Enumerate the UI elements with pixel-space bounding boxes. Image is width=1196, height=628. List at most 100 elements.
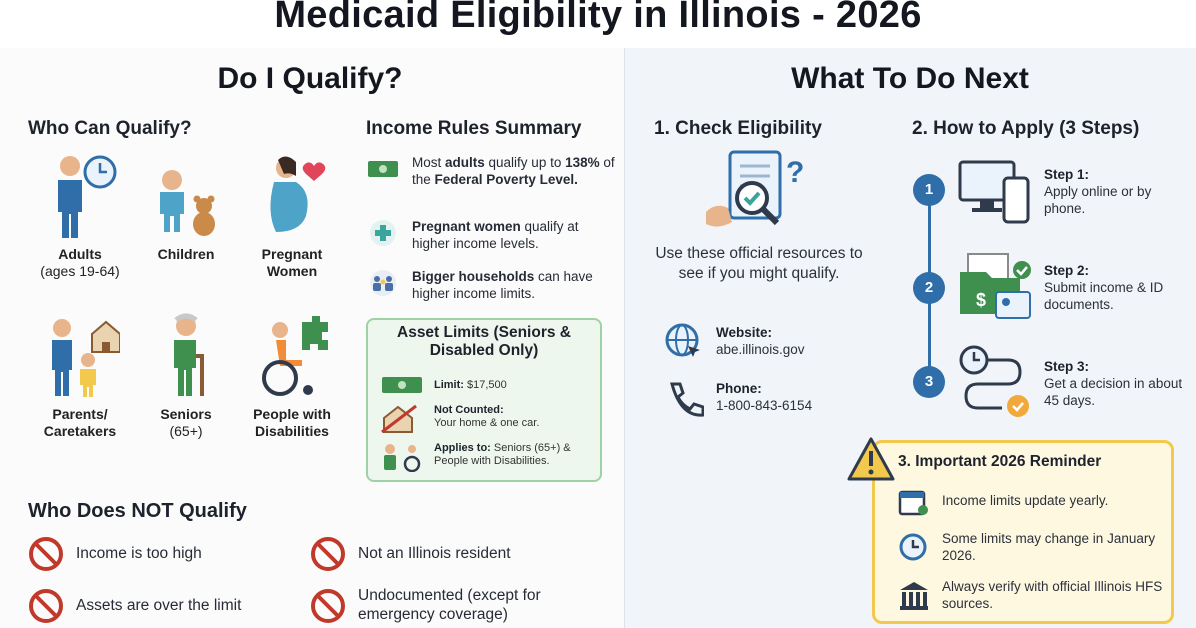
- income-rules-heading: Income Rules Summary: [366, 118, 582, 139]
- rule-bold: Pregnant women: [412, 219, 521, 234]
- rule-bold: 138%: [565, 155, 600, 170]
- rule-text: of the: [412, 155, 615, 187]
- reminder-item: Always verify with official Illinois HFS…: [898, 578, 1168, 614]
- check-eligibility-text: Use these official resources to see if y…: [655, 245, 863, 282]
- asset-limits-box: Asset Limits (Seniors & Disabled Only) L…: [366, 318, 602, 482]
- parent-child-icon: [52, 319, 120, 397]
- group-adults: Adults (ages 19-64): [20, 152, 140, 280]
- step-description: Apply online or by phone.: [1044, 184, 1152, 216]
- rule-text: Most: [412, 155, 446, 170]
- cash-icon: [368, 161, 398, 177]
- step-label: Step 1:: [1044, 167, 1090, 182]
- group-label: Parents/: [52, 406, 108, 422]
- group-label: Pregnant: [261, 246, 323, 262]
- website-value[interactable]: abe.illinois.gov: [716, 342, 805, 357]
- rule-text: qualify at higher income levels.: [412, 219, 579, 251]
- what-to-do-next-heading: What To Do Next: [791, 62, 1029, 95]
- asset-label: Applies to:: [434, 442, 491, 454]
- reminder-text: Income limits update yearly.: [942, 493, 1109, 508]
- asset-label: Limit:: [434, 379, 464, 391]
- family-icon: [370, 270, 396, 296]
- prohibited-icon: [29, 589, 63, 623]
- income-rule-pregnant: Pregnant women qualify at higher income …: [366, 218, 616, 254]
- income-rule-adults: Most adults qualify up to 138% of the Fe…: [366, 154, 616, 208]
- not-qualify-item: Undocumented (except for emergency cover…: [310, 586, 610, 626]
- reminder-item: Income limits update yearly.: [898, 490, 1168, 516]
- not-qualify-heading: Who Does NOT Qualify: [28, 500, 247, 522]
- not-qualify-text: Undocumented (except for emergency cover…: [358, 587, 541, 623]
- prohibited-icon: [311, 537, 345, 571]
- rule-text: can have higher income limits.: [412, 269, 593, 301]
- step-description: Submit income & ID documents.: [1044, 280, 1164, 312]
- wheelchair-icon: [262, 316, 328, 396]
- child-teddy-icon: [160, 170, 215, 236]
- pregnant-woman-icon: [270, 156, 326, 232]
- step-2: Step 2: Submit income & ID documents.: [1044, 262, 1194, 313]
- group-sublabel: Women: [266, 263, 318, 279]
- prohibited-icon: [29, 537, 63, 571]
- medical-cross-icon: [370, 220, 396, 246]
- step-number: 2: [913, 272, 945, 304]
- step-label: Step 3:: [1044, 359, 1090, 374]
- page-title: Medicaid Eligibility in Illinois - 2026: [274, 0, 922, 36]
- step-3: Step 3: Get a decision in about 45 days.: [1044, 358, 1194, 409]
- how-to-apply-heading: 2. How to Apply (3 Steps): [912, 118, 1140, 139]
- website-label: Website:: [716, 325, 773, 340]
- cash-icon: [382, 377, 422, 393]
- group-label: Adults: [58, 246, 102, 262]
- clock-icon: [899, 533, 927, 561]
- not-qualify-text: Not an Illinois resident: [358, 545, 511, 562]
- reminder-text: Always verify with official Illinois HFS…: [942, 579, 1163, 611]
- group-people-with-disabilities: People with Disabilities: [240, 312, 344, 440]
- not-qualify-text: Assets are over the limit: [76, 597, 242, 614]
- step-number: 1: [913, 174, 945, 206]
- rule-bold: adults: [445, 155, 485, 170]
- step-description: Get a decision in about 45 days.: [1044, 376, 1183, 408]
- svg-text:?: ?: [786, 156, 804, 189]
- reminder-text: Some limits may change in January 2026.: [942, 531, 1156, 563]
- not-qualify-item: Not an Illinois resident: [310, 537, 610, 571]
- rule-bold: Federal Poverty Level.: [434, 172, 578, 187]
- step-label: Step 2:: [1044, 263, 1090, 278]
- phone-label: Phone:: [716, 381, 762, 396]
- globe-icon: [665, 323, 700, 357]
- group-parents-caretakers: Parents/ Caretakers: [20, 312, 140, 440]
- asset-row-applies-to: Applies to: Seniors (65+) & People with …: [380, 442, 600, 474]
- phone-icon: [670, 382, 704, 417]
- group-seniors: Seniors (65+): [140, 312, 232, 440]
- asset-value: Seniors (65+) & People with Disabilities…: [434, 442, 571, 467]
- check-eligibility-heading: 1. Check Eligibility: [654, 118, 822, 139]
- home-car-icon: [381, 404, 417, 434]
- asset-row-limit: Limit: $17,500: [380, 374, 600, 398]
- computer-phone-icon: [958, 160, 1030, 224]
- group-sublabel: Caretakers: [43, 423, 117, 439]
- income-rule-households: Bigger households can have higher income…: [366, 268, 616, 304]
- reminder-title: 3. Important 2026 Reminder: [898, 453, 1102, 470]
- group-sublabel: Disabilities: [255, 423, 329, 439]
- not-qualify-item: Income is too high: [28, 537, 288, 571]
- asset-label: Not Counted:: [434, 404, 504, 416]
- do-i-qualify-heading: Do I Qualify?: [217, 62, 403, 95]
- group-label: Children: [157, 246, 215, 262]
- asset-value: $17,500: [463, 379, 507, 391]
- clock-decision-icon: [959, 345, 1029, 417]
- warning-icon: [847, 437, 895, 481]
- asset-row-not-counted: Not Counted: Your home & one car.: [380, 404, 600, 436]
- website-contact: Website: abe.illinois.gov: [716, 324, 856, 358]
- rule-text: qualify up to: [484, 155, 566, 170]
- reminder-item: Some limits may change in January 2026.: [898, 530, 1168, 566]
- prohibited-icon: [311, 589, 345, 623]
- phone-contact: Phone: 1-800-843-6154: [716, 380, 866, 414]
- group-label: Seniors: [160, 406, 212, 422]
- phone-value[interactable]: 1-800-843-6154: [716, 398, 813, 413]
- adult-person-icon: [58, 155, 117, 238]
- government-building-icon: [900, 582, 928, 610]
- documents-folder-icon: $: [960, 253, 1031, 319]
- asset-value: Your home & one car.: [434, 417, 540, 429]
- rule-bold: Bigger households: [412, 269, 535, 284]
- group-sublabel: (65+): [169, 423, 203, 439]
- group-sublabel: (ages 19-64): [40, 263, 120, 279]
- asset-limits-title: Asset Limits (Seniors & Disabled Only): [397, 324, 571, 359]
- not-qualify-item: Assets are over the limit: [28, 589, 288, 623]
- step-number: 3: [913, 366, 945, 398]
